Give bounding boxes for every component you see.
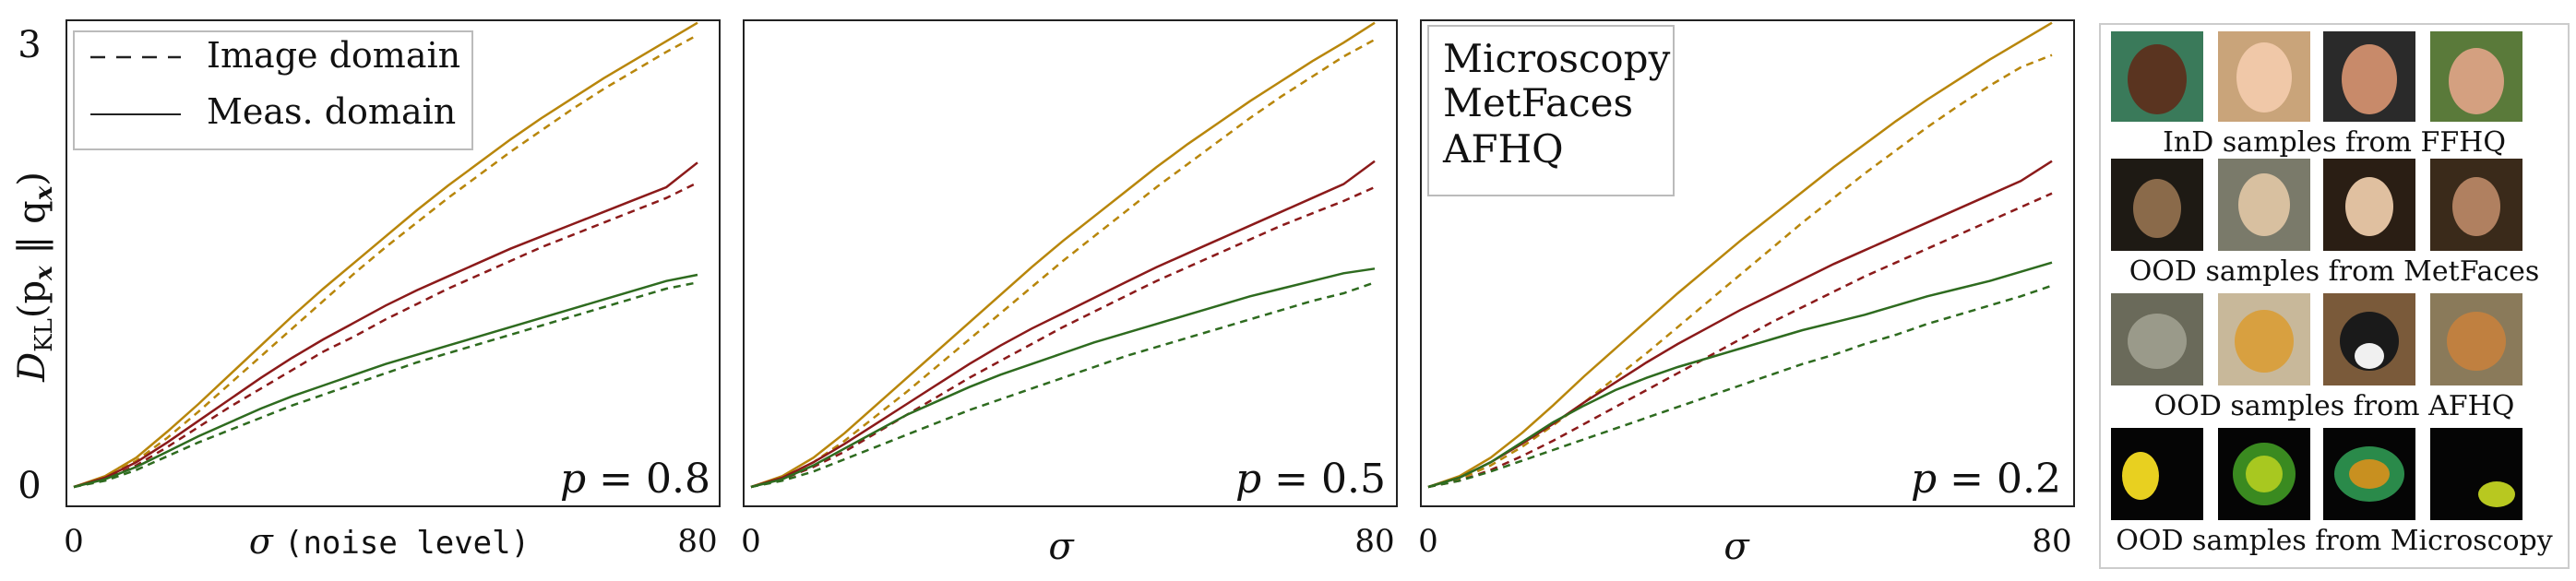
sample-caption: OOD samples from Microscopy xyxy=(2116,525,2552,557)
sample-thumb-cell xyxy=(2111,428,2203,520)
sample-thumb-cell xyxy=(2323,428,2415,520)
sample-gallery: InD samples from FFHQ OOD samples from M… xyxy=(2099,23,2570,569)
sample-thumb-cell xyxy=(2430,428,2522,520)
series-layer xyxy=(750,21,1376,489)
series-line-afhq-meas-domain xyxy=(1427,160,2053,489)
series-line-microscopy-meas-domain xyxy=(73,21,698,489)
legend-afhq: AFHQ xyxy=(1442,126,1564,172)
annotation-p: p = 0.5 xyxy=(1235,456,1386,503)
y-tick-0: 0 xyxy=(18,465,41,507)
legend-microscopy: Microscopy xyxy=(1443,36,1671,81)
sample-caption: InD samples from FFHQ xyxy=(2163,126,2506,159)
series-line-microscopy-meas-domain xyxy=(750,21,1376,489)
sample-thumb-face xyxy=(2323,31,2415,122)
series-line-afhq-image-domain xyxy=(750,185,1376,489)
x-tick-0: 0 xyxy=(64,523,84,560)
sample-caption: OOD samples from MetFaces xyxy=(2129,255,2540,288)
x-tick-0: 0 xyxy=(741,523,761,560)
series-line-microscopy-image-domain xyxy=(750,38,1376,489)
chart-panel-p02: 0 80 σ p = 0.2 xyxy=(1418,19,2075,568)
x-tick-80: 80 xyxy=(1354,523,1394,560)
sample-thumb-cell xyxy=(2218,428,2310,520)
series-line-metfaces-meas-domain xyxy=(1427,261,2053,489)
x-axis-label: σ (noise level) xyxy=(249,521,530,562)
sample-thumb-animal xyxy=(2218,293,2310,385)
sample-thumb-animal xyxy=(2323,293,2415,385)
y-tick-3: 3 xyxy=(18,24,41,66)
annotation-p: p = 0.2 xyxy=(1911,456,2061,503)
sample-thumb-animal xyxy=(2430,293,2522,385)
series-line-metfaces-meas-domain xyxy=(73,273,698,489)
legend-image-domain: Image domain xyxy=(207,35,460,76)
series-line-metfaces-meas-domain xyxy=(750,267,1376,489)
plot-frame xyxy=(66,19,721,507)
sample-thumb-painting xyxy=(2111,159,2203,251)
series-line-metfaces-image-domain xyxy=(73,281,698,489)
series-line-microscopy-image-domain xyxy=(73,33,698,489)
plot-frame xyxy=(743,19,1398,507)
sample-thumb-animal xyxy=(2111,293,2203,385)
x-axis-label: σ xyxy=(1723,526,1750,568)
series-line-metfaces-image-domain xyxy=(750,281,1376,489)
series-line-afhq-image-domain xyxy=(73,181,698,489)
sample-row-metfaces: OOD samples from MetFaces xyxy=(2111,159,2539,288)
sample-thumb-painting xyxy=(2430,159,2522,251)
series-layer xyxy=(73,21,698,489)
svg-text:DKL(px ‖ qx): DKL(px ‖ qx) xyxy=(11,172,58,383)
sample-thumb-painting xyxy=(2218,159,2310,251)
series-layer xyxy=(1427,21,2053,489)
chart-panel-p08: 0 80 σ (noise level) p = 0.8 Image domai… xyxy=(64,19,721,562)
series-line-afhq-meas-domain xyxy=(750,160,1376,489)
series-line-afhq-image-domain xyxy=(1427,192,2053,489)
x-tick-0: 0 xyxy=(1418,523,1438,560)
series-line-metfaces-image-domain xyxy=(1427,284,2053,489)
series-line-afhq-meas-domain xyxy=(73,161,698,489)
sample-row-afhq: OOD samples from AFHQ xyxy=(2111,293,2522,422)
sample-thumb-face xyxy=(2430,31,2522,122)
dataset-legend: Microscopy MetFaces AFHQ xyxy=(1427,25,1675,196)
sample-row-ffhq: InD samples from FFHQ xyxy=(2111,31,2522,159)
sample-thumb-face xyxy=(2218,31,2310,122)
annotation-p: p = 0.8 xyxy=(560,456,710,503)
plot-frame xyxy=(1420,19,2075,507)
x-tick-80: 80 xyxy=(2032,523,2071,560)
legend-metfaces: MetFaces xyxy=(1443,80,1633,125)
chart-panel-p05: 0 80 σ p = 0.5 xyxy=(741,19,1398,568)
series-line-microscopy-image-domain xyxy=(1427,53,2053,489)
series-line-microscopy-meas-domain xyxy=(1427,21,2053,489)
x-tick-80: 80 xyxy=(677,523,717,560)
legend-meas-domain: Meas. domain xyxy=(207,91,456,132)
sample-thumb-face xyxy=(2111,31,2203,122)
style-legend: Image domain Meas. domain xyxy=(73,30,473,150)
sample-row-microscopy: OOD samples from Microscopy xyxy=(2111,428,2553,557)
x-axis-label: σ xyxy=(1048,526,1075,568)
sample-thumb-painting xyxy=(2323,159,2415,251)
sample-caption: OOD samples from AFHQ xyxy=(2154,390,2515,422)
y-axis-label: DKL(px ‖ qx) xyxy=(11,172,58,383)
